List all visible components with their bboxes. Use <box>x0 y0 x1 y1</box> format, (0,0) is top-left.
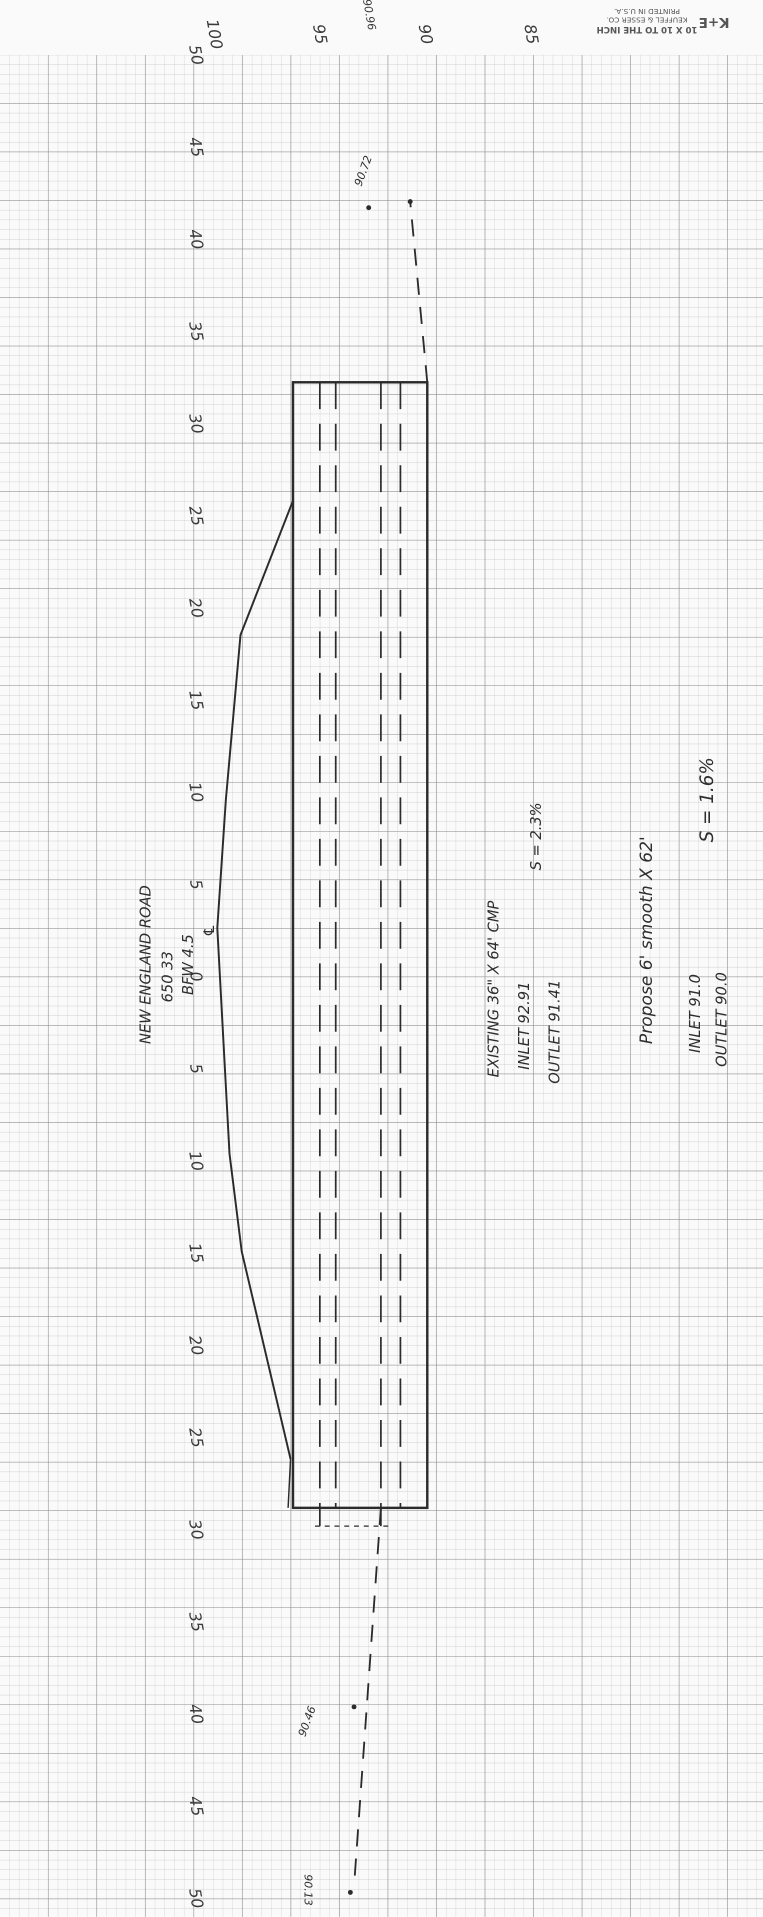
station-label: 20 <box>185 1334 207 1357</box>
existing-inlet: INLET 92.91 <box>516 982 533 1070</box>
elevation-label: 95 <box>309 23 331 46</box>
site-number: 650 33 <box>159 951 176 1002</box>
station-label: 50 <box>185 1887 207 1910</box>
station-label: 40 <box>185 228 207 251</box>
spot-point <box>366 205 372 211</box>
header-line: 10 X 10 TO THE INCH <box>597 24 698 34</box>
station-label: 40 <box>185 1702 207 1725</box>
station-label: 20 <box>185 596 207 619</box>
header: K+E 10 X 10 TO THE INCH KEUFFEL & ESSER … <box>597 7 730 34</box>
brand: K+E <box>699 14 730 29</box>
bfw: BFW 4.5 <box>180 934 197 995</box>
proposed-slope: S = 1.6% <box>697 757 718 842</box>
elevation-label: 100 <box>203 18 227 51</box>
station-label: 5 <box>186 1062 206 1075</box>
elevation-note: 90.96 <box>360 0 378 31</box>
centerline-mark: ℄ <box>201 924 218 937</box>
spot-elevation: 90.13 <box>302 1874 315 1905</box>
station-label: 15 <box>185 689 207 712</box>
station-label: 25 <box>185 504 207 527</box>
station-label: 25 <box>185 1426 207 1449</box>
spot-point <box>347 1889 353 1895</box>
road-profile <box>216 500 294 1460</box>
station-label: 30 <box>185 412 207 435</box>
header-line: KEUFFEL & ESSER CO. <box>607 16 688 25</box>
station-label: 50 <box>185 43 207 66</box>
spot-point <box>407 199 413 205</box>
centerline-downstream <box>353 1507 382 1887</box>
existing-slope: S = 2.3% <box>528 802 545 870</box>
station-label: 30 <box>185 1518 207 1541</box>
station-label: 5 <box>186 878 206 891</box>
spot-point <box>351 1704 357 1710</box>
elevation-label: 90 <box>415 23 437 46</box>
proposed-title: Propose 6' smooth X 62' <box>637 836 657 1044</box>
station-label: 10 <box>185 1149 207 1172</box>
culvert-outline <box>291 381 429 1510</box>
station-label: 45 <box>185 136 207 159</box>
station-label: 10 <box>185 781 207 804</box>
header-line: PRINTED IN U.S.A. <box>614 7 680 16</box>
road-profile <box>287 1458 292 1508</box>
existing-outlet: OUTLET 91.41 <box>546 980 563 1084</box>
station-label: 35 <box>185 320 207 343</box>
road-name: NEW ENGLAND ROAD <box>137 885 154 1044</box>
labels: 100 95 90 855045403530252015105051015202530… <box>185 18 542 1910</box>
proposed-inlet: INLET 91.0 <box>687 974 704 1053</box>
existing-title: EXISTING 36" X 64' CMP <box>485 901 502 1078</box>
station-label: 45 <box>185 1795 207 1818</box>
proposed-outlet: OUTLET 90.0 <box>714 972 731 1067</box>
centerline-upstream <box>409 201 429 383</box>
station-label: 35 <box>185 1610 207 1633</box>
station-label: 15 <box>185 1242 207 1265</box>
station-label: 0 <box>186 970 206 983</box>
elevation-label: 85 <box>520 23 542 46</box>
